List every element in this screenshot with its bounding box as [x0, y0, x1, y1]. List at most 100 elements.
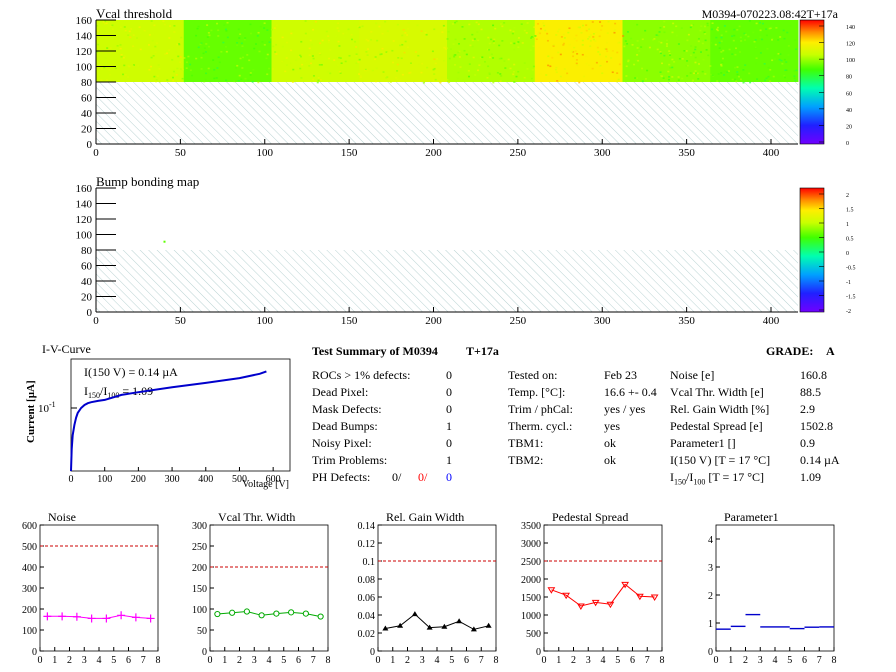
vcal-pixel — [175, 74, 178, 76]
vcal-pixel — [172, 79, 175, 82]
vcal-pixel — [681, 58, 684, 60]
trend-ytick-label: 0 — [708, 647, 713, 658]
vcal-pixel — [627, 60, 630, 63]
vcal-x-ticks: 0 50 100 150 200 250 300 350 400 — [93, 139, 780, 159]
trend-ytick-label: 50 — [197, 626, 207, 637]
vcal-pixel — [692, 51, 695, 54]
vcal-pixel — [311, 55, 314, 57]
trend-title: Parameter1 — [724, 510, 779, 524]
vcal-pixel — [207, 67, 210, 70]
vcal-pixel — [697, 40, 700, 43]
trend-ytick-label: 0.12 — [358, 539, 376, 550]
vcal-pixel — [646, 69, 649, 72]
vcal-pixel — [532, 45, 535, 48]
vcal-pixel — [407, 27, 410, 30]
trend-xtick-label: 6 — [296, 655, 301, 666]
vcal-pixel — [320, 63, 323, 66]
bump-palette-ticks: -2 -1.5 -1 -0.5 0 0.5 1 1.5 2 — [819, 193, 856, 315]
vcal-pixel — [128, 30, 131, 33]
vcal-pixel — [266, 29, 269, 31]
vcal-pixel — [359, 75, 362, 77]
vcal-pixel — [442, 24, 445, 27]
vcal-pixel — [701, 42, 704, 45]
vcal-pixel — [744, 39, 747, 41]
vcal-pixel — [225, 79, 228, 82]
vcal-pixel — [591, 67, 594, 70]
vcal-pixel — [208, 34, 211, 37]
vcal-pixel — [597, 51, 600, 53]
vcal-pixel — [237, 28, 240, 31]
vcal-pixel — [468, 63, 471, 65]
vcal-pixel — [148, 69, 151, 71]
trend-frame — [39, 524, 159, 652]
vcal-pixel — [748, 72, 751, 75]
iv-xtick-label: 200 — [131, 474, 146, 485]
vcal-pixel — [171, 76, 174, 79]
vcal-pixel — [669, 66, 672, 69]
vcal-pixel — [711, 74, 714, 77]
vcal-pixel — [265, 57, 268, 60]
vcal-pixel — [571, 50, 574, 53]
vcal-pixel — [445, 47, 448, 49]
vcal-pixel — [500, 57, 503, 60]
trend-ytick-label: 0 — [536, 647, 541, 658]
bump-ytick-label: 120 — [76, 214, 93, 226]
vcal-pixel — [309, 62, 312, 65]
trend-ytick-label: 3000 — [521, 539, 541, 550]
vcal-pixel — [243, 38, 246, 41]
vcal-pixel — [526, 22, 529, 24]
vcal-pixel — [468, 23, 471, 26]
vcal-pixel — [599, 21, 602, 23]
vcal-pixel — [270, 36, 273, 39]
vcal-pixel — [704, 32, 707, 35]
vcal-pixel — [556, 80, 559, 82]
vcal-pixel — [200, 56, 203, 59]
vcal-pixel — [686, 39, 689, 42]
vcal-palette-tick-label: 40 — [846, 108, 852, 114]
condition-value: yes — [604, 419, 620, 433]
vcal-pixel — [530, 35, 533, 38]
vcal-pixel — [725, 30, 728, 33]
vcal-pixel — [128, 65, 131, 68]
vcal-pixel — [616, 51, 619, 54]
vcal-pixel — [123, 55, 126, 57]
vcal-ytick-label: 120 — [76, 46, 93, 58]
vcal-pixel — [261, 41, 264, 43]
vcal-pixel — [761, 38, 764, 41]
vcal-pixel — [707, 54, 710, 57]
vcal-pixel — [587, 38, 590, 40]
vcal-pixel — [581, 39, 584, 42]
defect-label: Mask Defects: — [312, 402, 382, 416]
vcal-pixel — [147, 44, 150, 46]
vcal-pixel — [300, 77, 303, 79]
vcal-pixel — [538, 46, 541, 49]
vcal-pixel — [406, 46, 409, 49]
vcal-pixel — [304, 32, 307, 35]
vcal-pixel — [733, 34, 736, 37]
vcal-pixel — [655, 34, 658, 36]
vcal-pixel — [600, 29, 603, 31]
vcal-pixel — [441, 31, 444, 33]
vcal-pixel — [523, 76, 526, 79]
iv-xtick-label: 600 — [266, 474, 281, 485]
vcal-pixel — [641, 80, 644, 83]
vcal-pixel — [578, 26, 581, 29]
vcal-pixel — [526, 68, 529, 70]
vcal-pixel — [697, 37, 700, 40]
vcal-pixel — [603, 48, 606, 50]
vcal-pixel — [665, 45, 668, 47]
vcal-pixel — [692, 24, 695, 26]
vcal-pixel — [690, 24, 693, 27]
trend-frame — [715, 524, 835, 652]
vcal-pixel — [428, 49, 431, 52]
vcal-pixel — [238, 74, 241, 77]
vcal-pixel — [681, 77, 684, 80]
condition-label: TBM1: — [508, 436, 544, 450]
vcal-pixel — [549, 47, 552, 50]
vcal-pixel — [572, 55, 575, 58]
vcal-pixel — [658, 31, 661, 33]
vcal-pixel — [721, 57, 724, 60]
vcal-pixel — [364, 68, 367, 71]
vcal-pixel — [636, 23, 639, 26]
vcal-band — [183, 20, 272, 82]
